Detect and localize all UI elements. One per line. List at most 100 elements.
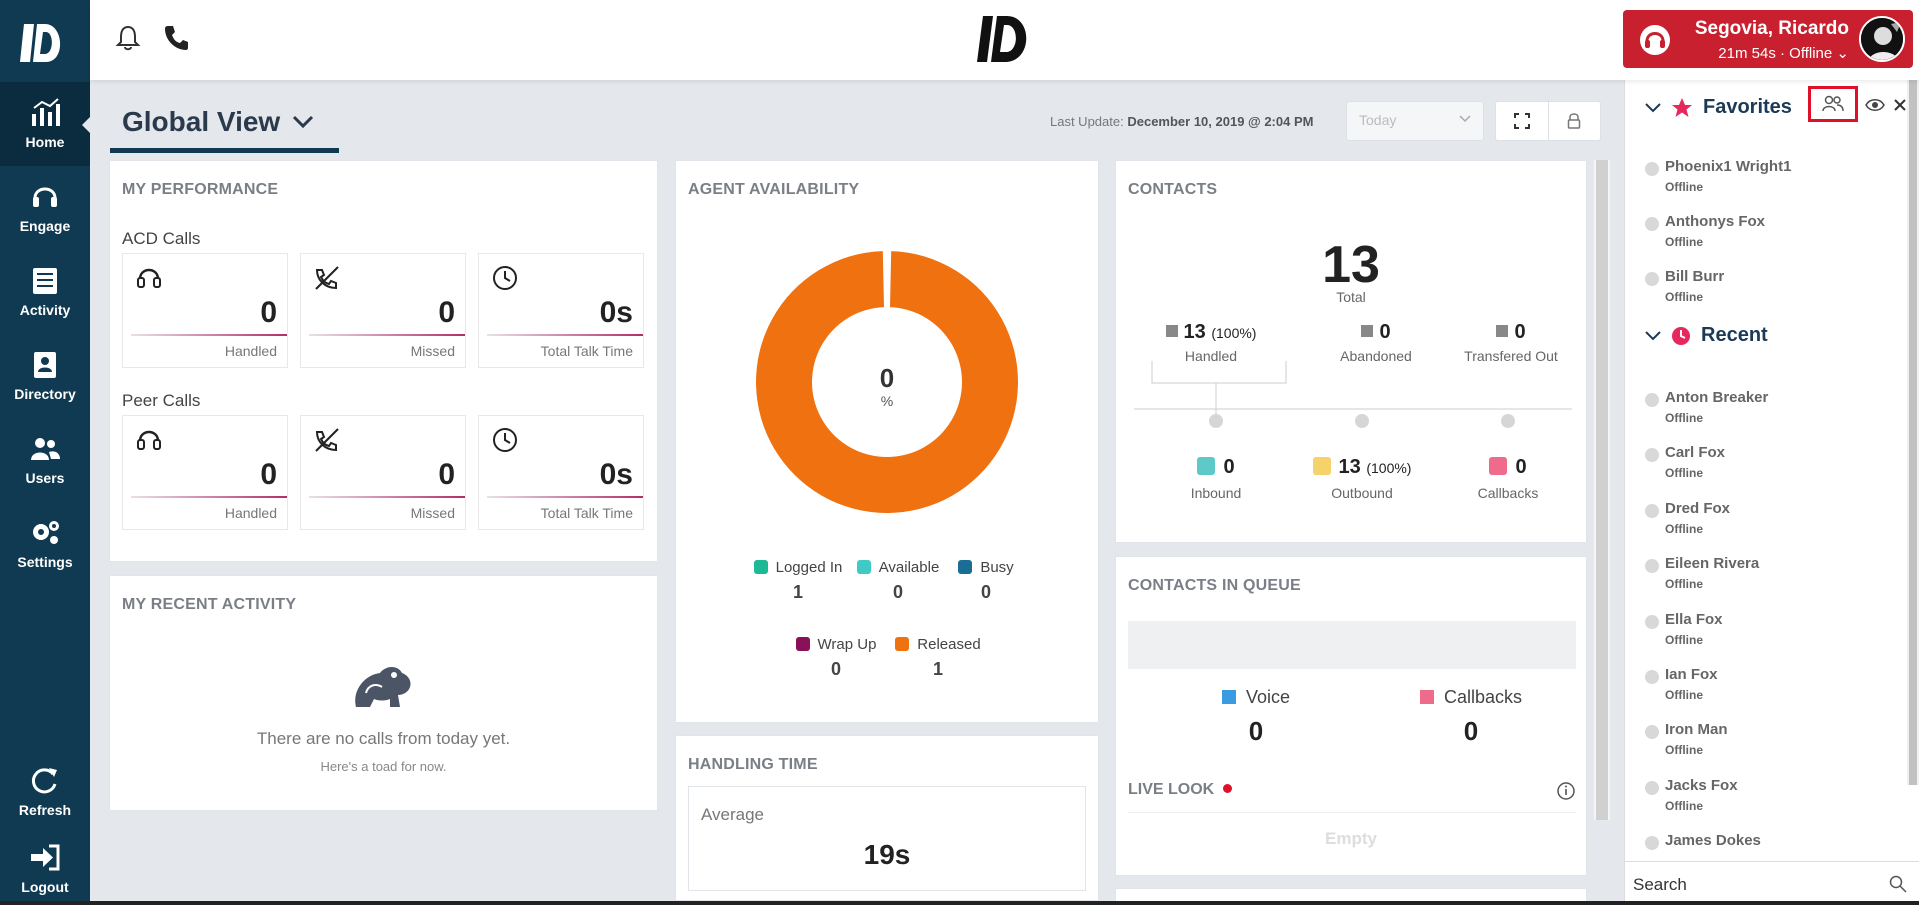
- contacts-panel: Favorites Phoenix1 Wright1 Offline Antho…: [1624, 80, 1919, 905]
- bell-icon[interactable]: [114, 24, 142, 52]
- divider: [309, 496, 465, 498]
- recent-header[interactable]: Recent: [1645, 324, 1768, 347]
- card-title: CONTACTS: [1128, 181, 1218, 198]
- headset-icon: [33, 187, 57, 207]
- handling-time-card: HANDLING TIME Average 19s: [675, 735, 1099, 901]
- nav-settings[interactable]: Settings: [0, 502, 90, 586]
- avatar-image-icon: [1861, 18, 1903, 60]
- eye-icon[interactable]: [1865, 98, 1885, 112]
- voice-label: Voice: [1245, 687, 1291, 707]
- legend-value: 0: [980, 582, 991, 602]
- contact-status: Offline: [1665, 633, 1703, 647]
- nav-activity-label: Activity: [19, 302, 71, 318]
- contact-status: Offline: [1665, 799, 1703, 813]
- lock-icon: [1568, 113, 1581, 129]
- page-title-dropdown[interactable]: Global View: [122, 106, 314, 138]
- bottom-edge: [0, 901, 1919, 905]
- presence-dot: [1645, 559, 1659, 573]
- card-title: CONTACTS IN QUEUE: [1128, 577, 1301, 594]
- divider: [131, 496, 287, 498]
- queue-voice: Voice 0: [1206, 687, 1306, 747]
- user-status-button[interactable]: Segovia, Ricardo 21m 54s · Offline ⌄: [1623, 10, 1913, 68]
- chevron-down-icon: [1459, 115, 1471, 123]
- donut-center-value: 0: [879, 363, 895, 393]
- favorites-label: Favorites: [1703, 96, 1792, 118]
- presence-dot: [1645, 725, 1659, 739]
- callbacks-value: 0: [1463, 716, 1479, 746]
- nav-activity[interactable]: Activity: [0, 250, 90, 334]
- nav-engage[interactable]: Engage: [0, 166, 90, 250]
- outbound-label: Outbound: [1331, 485, 1393, 501]
- title-underline: [110, 148, 339, 153]
- transferred-stat: 0 Transfered Out: [1441, 321, 1581, 364]
- toad-icon: [355, 667, 411, 707]
- headset-icon: [137, 268, 161, 288]
- panel-scrollbar[interactable]: [1907, 80, 1919, 785]
- main-scrollbar-thumb[interactable]: [1596, 160, 1608, 820]
- availability-donut-chart: [756, 251, 1018, 514]
- legend-swatch: [795, 637, 810, 651]
- contact-name: Dred Fox: [1665, 500, 1731, 517]
- info-icon[interactable]: [1556, 781, 1576, 801]
- nav-settings-label: Settings: [17, 554, 73, 570]
- handled-pct: (100%): [1211, 325, 1257, 341]
- contact-status: Offline: [1665, 522, 1703, 536]
- contact-status: Offline: [1665, 180, 1703, 194]
- card-title: MY PERFORMANCE: [122, 181, 279, 198]
- contact-status: Offline: [1665, 235, 1703, 249]
- headset-icon: [137, 430, 161, 450]
- abandoned-swatch: [1361, 325, 1374, 337]
- acd-calls-label: ACD Calls: [122, 229, 201, 248]
- metric-label: Handled: [224, 505, 277, 521]
- date-range-select[interactable]: Today: [1346, 101, 1484, 141]
- callbacks-label: Callbacks: [1477, 485, 1539, 501]
- phone-icon[interactable]: [162, 24, 190, 52]
- legend-label: Busy: [980, 559, 1014, 576]
- nav-home[interactable]: Home: [0, 82, 91, 166]
- legend-swatch: [958, 560, 973, 574]
- queue-bar: [1128, 621, 1576, 669]
- page-title: Global View: [122, 106, 281, 137]
- metric-label: Missed: [410, 343, 455, 359]
- live-indicator: [1222, 784, 1232, 793]
- peer-handled-metric: 0 Handled: [122, 415, 288, 530]
- panel-scrollbar-thumb[interactable]: [1909, 80, 1917, 785]
- nav-directory[interactable]: Directory: [0, 334, 90, 418]
- empty-message: There are no calls from today yet.: [256, 729, 511, 748]
- contacts-total-label: Total: [1336, 289, 1366, 305]
- average-box: Average 19s: [688, 786, 1086, 891]
- legend-value: 1: [932, 659, 943, 679]
- presence-dot: [1645, 448, 1659, 462]
- fullscreen-button[interactable]: [1496, 102, 1549, 140]
- contact-search-input[interactable]: Search: [1625, 861, 1919, 905]
- divider: [1128, 812, 1576, 813]
- legend-swatch: [895, 637, 910, 651]
- contacts-in-queue-card: CONTACTS IN QUEUE Voice 0 Callbacks 0 LI…: [1115, 556, 1587, 876]
- agent-availability-card: AGENT AVAILABILITY 0 % Logged In 1 Avail…: [675, 160, 1099, 723]
- callbacks-value: 0: [1515, 456, 1527, 478]
- my-performance-card: MY PERFORMANCE ACD Calls 0 Handled 0 Mis…: [109, 160, 658, 562]
- contact-name: Anthonys Fox: [1665, 213, 1765, 230]
- close-icon[interactable]: [1893, 98, 1907, 112]
- presence-dot: [1645, 836, 1659, 850]
- main-scrollbar[interactable]: [1594, 160, 1610, 820]
- lock-button[interactable]: [1549, 102, 1601, 140]
- average-value: 19s: [863, 839, 911, 870]
- nav-users[interactable]: Users: [0, 418, 90, 502]
- presence-dot: [1645, 504, 1659, 518]
- presence-dot: [1645, 670, 1659, 684]
- outbound-value: 13: [1338, 456, 1361, 478]
- refresh-button[interactable]: Refresh: [0, 750, 90, 834]
- logout-button[interactable]: Logout: [0, 834, 90, 904]
- missed-call-icon: [315, 428, 339, 452]
- nav-users-label: Users: [25, 470, 65, 486]
- legend-released: Released 1: [888, 636, 988, 680]
- presence-dot: [1645, 615, 1659, 629]
- avatar[interactable]: [1859, 16, 1905, 62]
- favorites-header[interactable]: Favorites: [1645, 96, 1792, 119]
- presence-dot: [1645, 393, 1659, 407]
- logo-icon: [20, 24, 61, 62]
- metric-value: 0: [260, 296, 277, 329]
- search-icon[interactable]: [1889, 875, 1907, 893]
- group-contacts-button[interactable]: [1808, 86, 1858, 122]
